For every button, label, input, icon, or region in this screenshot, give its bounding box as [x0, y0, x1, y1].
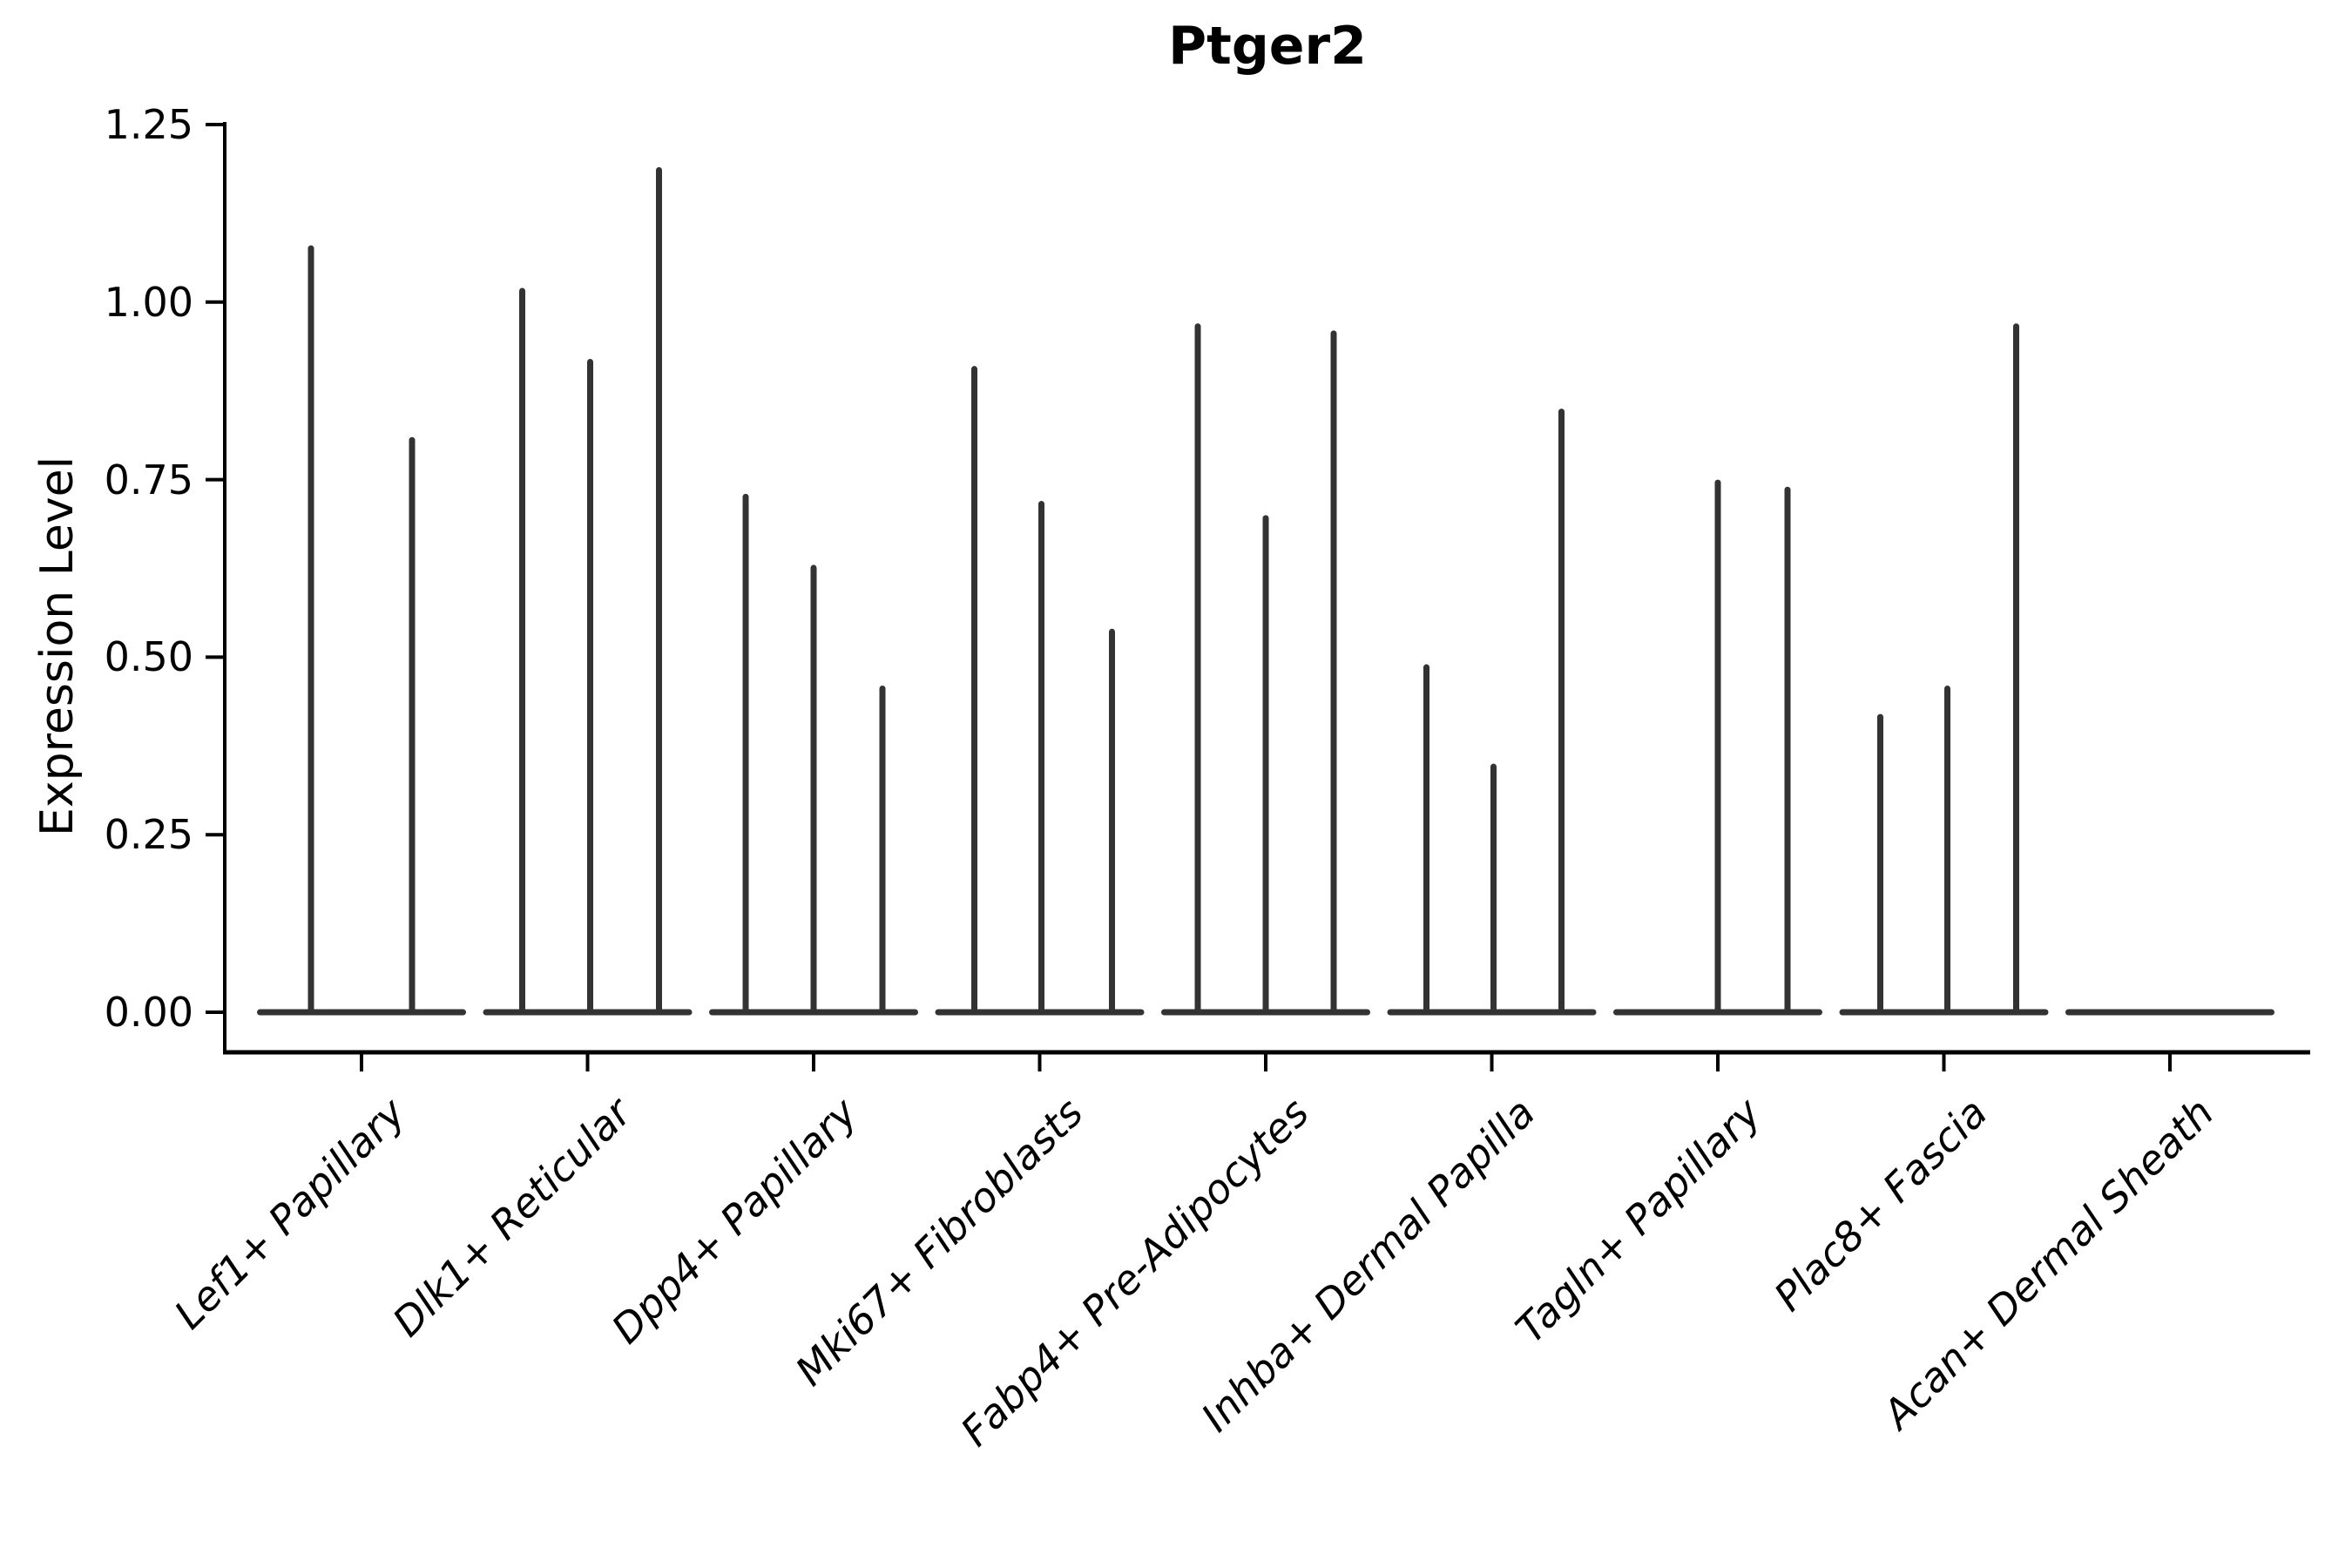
violin-spike: [1109, 628, 1115, 1014]
violin-spike: [587, 359, 593, 1014]
violin-spike: [1944, 686, 1950, 1014]
violin-spike: [519, 287, 525, 1015]
violin-spike: [1558, 409, 1565, 1015]
violin-spike: [810, 564, 817, 1014]
violin-spike: [656, 166, 662, 1015]
y-tick-label: 0.75: [104, 456, 193, 504]
violin-spike: [1877, 713, 1883, 1014]
y-tick-label: 1.25: [104, 101, 193, 148]
violin-spike: [2013, 323, 2019, 1015]
violin-spike: [308, 245, 314, 1015]
y-tick-label: 0.50: [104, 633, 193, 681]
violin-spike: [742, 493, 749, 1014]
y-tick-label: 1.00: [104, 278, 193, 326]
violin-spike: [1262, 515, 1269, 1014]
y-tick-label: 0.00: [104, 989, 193, 1036]
violin-spike: [1423, 664, 1429, 1014]
violin-baseline: [257, 1009, 466, 1016]
chart-title: Ptger2: [1168, 16, 1367, 77]
violin-baseline: [1839, 1009, 2049, 1016]
y-tick-label: 0.25: [104, 811, 193, 859]
violin-spike: [879, 686, 886, 1014]
violin-spike: [971, 366, 977, 1015]
violin-spike: [1490, 763, 1497, 1014]
violin-spike: [409, 436, 416, 1014]
violin-spike: [1330, 330, 1337, 1015]
violin-baseline: [2065, 1009, 2274, 1016]
y-axis-label: Expression Level: [31, 456, 84, 837]
violin-spike: [1714, 479, 1721, 1014]
violin-spike: [1038, 501, 1044, 1014]
violin-spike: [1194, 323, 1201, 1015]
violin-spike: [1784, 486, 1791, 1014]
